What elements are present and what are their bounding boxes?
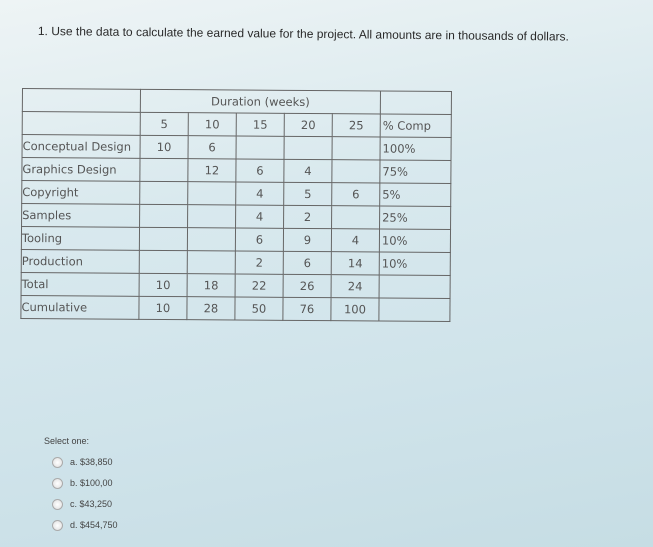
empty-cell — [22, 88, 141, 113]
week-column-header: 25 — [332, 113, 381, 138]
pct-cell: 25% — [379, 205, 451, 230]
pct-cell: 5% — [379, 183, 451, 207]
value-cell — [139, 250, 188, 274]
radio-button[interactable] — [52, 519, 63, 531]
answer-choices: Select one: a. $38,850 b. $100,00 c. $43,2… — [44, 436, 118, 538]
value-cell: 10 — [138, 296, 188, 320]
value-cell: 50 — [234, 296, 284, 321]
value-cell: 12 — [187, 158, 237, 182]
pct-cell: 100% — [380, 137, 452, 161]
value-cell: 6 — [283, 251, 332, 275]
week-column-header: 10 — [188, 112, 237, 136]
value-cell: 6 — [235, 227, 284, 252]
pct-cell — [378, 297, 451, 322]
row-label: Samples — [21, 203, 140, 228]
value-cell: 28 — [186, 296, 236, 320]
answer-label: d. $454,750 — [70, 520, 118, 530]
pct-complete-header: % Comp — [380, 114, 452, 138]
week-column-header: 5 — [140, 112, 189, 136]
value-cell: 6 — [331, 182, 380, 206]
value-cell — [332, 136, 381, 161]
row-label: Tooling — [21, 226, 140, 251]
value-cell: 100 — [330, 297, 380, 321]
value-cell — [236, 135, 285, 160]
value-cell: 4 — [331, 228, 380, 252]
row-label: Copyright — [21, 180, 140, 205]
value-cell: 6 — [188, 135, 237, 159]
week-header-row: 5 10 15 20 25% Comp — [22, 111, 452, 138]
answer-label: a. $38,850 — [70, 457, 113, 467]
value-cell — [331, 159, 381, 184]
value-cell: 4 — [235, 204, 284, 229]
row-label: Production — [21, 249, 140, 274]
value-cell: 2 — [283, 205, 332, 229]
table-row: Samples 4 2 25% — [21, 203, 451, 230]
table-header-row: Duration (weeks) — [22, 88, 452, 115]
value-cell — [187, 227, 236, 251]
table-row: Tooling 6 9 4 10% — [21, 226, 451, 253]
table-row: Total 10 18 22 26 24 — [21, 272, 451, 299]
value-cell: 14 — [331, 251, 380, 275]
pct-cell: 10% — [379, 251, 451, 276]
value-cell: 22 — [235, 273, 284, 298]
value-cell: 10 — [140, 135, 189, 159]
table-row: Conceptual Design 10 6 100% — [22, 134, 452, 161]
table-row: Graphics Design 12 6 4 75% — [21, 157, 452, 184]
question-text: 1. Use the data to calculate the earned … — [37, 24, 569, 44]
answer-option[interactable]: b. $100,00 — [52, 475, 118, 491]
pct-cell — [379, 274, 451, 299]
value-cell: 2 — [235, 250, 284, 275]
row-label: Cumulative — [20, 295, 140, 320]
row-label: Conceptual Design — [22, 134, 141, 159]
table-row: Copyright 4 5 6 5% — [21, 180, 451, 207]
pct-cell: 75% — [379, 160, 452, 184]
answer-option[interactable]: a. $38,850 — [52, 454, 118, 470]
value-cell: 24 — [331, 274, 380, 298]
radio-button[interactable] — [52, 498, 63, 510]
project-data-table: Duration (weeks) 5 10 15 20 25% Comp Conceptua… — [20, 88, 452, 322]
value-cell — [139, 181, 188, 205]
value-cell: 18 — [187, 273, 236, 297]
empty-cell — [22, 111, 141, 136]
value-cell — [284, 136, 333, 160]
select-one-label: Select one: — [44, 436, 90, 446]
value-cell: 5 — [283, 182, 332, 206]
value-cell: 4 — [235, 181, 284, 206]
table-row: Production 2 6 14 10% — [21, 249, 451, 276]
week-column-header: 15 — [236, 112, 285, 137]
pct-cell: 10% — [379, 228, 451, 253]
value-cell — [331, 205, 380, 229]
week-column-header: 20 — [284, 113, 333, 137]
value-cell — [139, 158, 189, 182]
radio-button[interactable] — [52, 456, 63, 468]
value-cell — [187, 181, 236, 205]
value-cell — [139, 204, 188, 228]
value-cell: 10 — [139, 273, 188, 297]
radio-button[interactable] — [52, 477, 63, 489]
table-row: Cumulative 10 28 50 76 100 — [20, 295, 451, 322]
answer-option[interactable]: c. $43,250 — [52, 496, 118, 512]
value-cell: 26 — [283, 274, 332, 298]
answer-option[interactable]: d. $454,750 — [52, 517, 118, 533]
value-cell — [187, 250, 236, 274]
answer-label: c. $43,250 — [70, 499, 113, 509]
value-cell: 76 — [282, 297, 332, 321]
row-label: Total — [21, 272, 140, 297]
empty-cell — [380, 91, 452, 115]
value-cell: 9 — [283, 228, 332, 252]
value-cell — [139, 227, 188, 251]
row-label: Graphics Design — [21, 157, 141, 182]
value-cell — [187, 204, 236, 228]
value-cell: 4 — [283, 159, 333, 183]
duration-header: Duration (weeks) — [140, 89, 381, 115]
value-cell: 6 — [235, 158, 285, 183]
answer-label: b. $100,00 — [70, 478, 113, 488]
